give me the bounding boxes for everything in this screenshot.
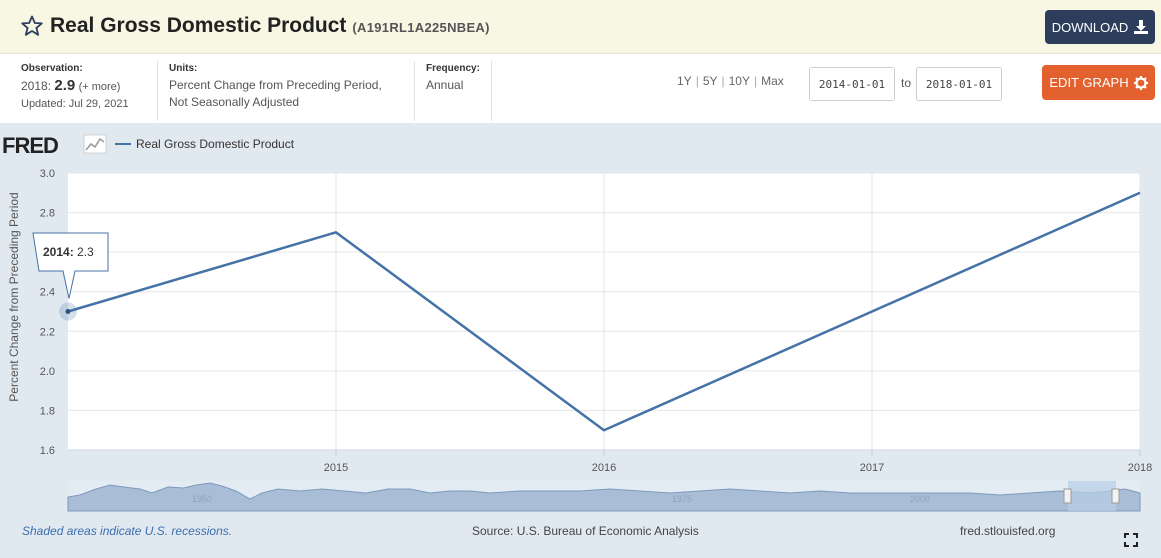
tooltip-value: 2.3	[77, 245, 94, 259]
fred-logo-mark	[83, 134, 107, 154]
data-point[interactable]	[601, 427, 607, 433]
tooltip-box	[32, 232, 109, 299]
divider	[157, 61, 158, 121]
series-title: Real Gross Domestic Product	[50, 14, 347, 37]
x-tick-label: 2015	[324, 462, 348, 474]
frequency-value: Annual	[426, 78, 464, 92]
range-1y[interactable]: 1Y	[677, 74, 692, 88]
x-axis-ticks: 2015 2016 2017 2018	[68, 449, 1152, 474]
data-point[interactable]	[333, 229, 339, 235]
grid-lines	[68, 172, 1141, 451]
navigator-label-1950: 1950	[192, 494, 212, 504]
tooltip: 2014: 2.3	[32, 232, 109, 299]
download-icon	[1134, 20, 1149, 34]
y-axis-ticks: 1.61.82.02.22.42.62.83.0	[40, 168, 55, 457]
recession-note: Shaded areas indicate U.S. recessions.	[22, 524, 233, 538]
frequency-block: Frequency: Annual	[426, 63, 480, 94]
to-label: to	[901, 76, 912, 90]
x-tick-label: 2017	[860, 462, 884, 474]
divider	[414, 61, 415, 121]
frequency-label: Frequency:	[426, 63, 480, 74]
range-5y[interactable]: 5Y	[702, 74, 718, 88]
chart-area: FRED Real Gross Domestic Product 1.6 1.8 2…	[0, 123, 1161, 558]
observation-value: 2.9	[54, 77, 76, 94]
units-line-2: Not Seasonally Adjusted	[169, 95, 300, 109]
edit-graph-button[interactable]: EDIT GRAPH	[1042, 65, 1155, 100]
edit-graph-label: EDIT GRAPH	[1049, 75, 1129, 90]
download-label: DOWNLOAD	[1051, 19, 1129, 35]
units-block: Units: Percent Change from Preceding Per…	[169, 63, 382, 111]
fullscreen-icon[interactable]	[1124, 533, 1138, 547]
star-outline-icon[interactable]	[20, 14, 44, 38]
data-point[interactable]	[1137, 190, 1143, 196]
fred-logo: FRED	[2, 133, 58, 158]
units-line-1: Percent Change from Preceding Period,	[169, 78, 382, 92]
series-id: (A191RL1A225NBEA)	[352, 20, 490, 35]
updated-date: Updated: Jul 29, 2021	[21, 98, 129, 110]
y-tick-label: 1.6	[40, 445, 55, 457]
navigator-selection[interactable]	[1068, 481, 1116, 511]
divider	[491, 61, 492, 121]
navigator-label-1975: 1975	[672, 494, 692, 504]
navigator-handle-right[interactable]	[1111, 488, 1120, 504]
start-date-input[interactable]: 2014-01-01	[809, 67, 895, 101]
series-line-real-gdp[interactable]	[67, 191, 1141, 432]
observation-year: 2018:	[21, 79, 52, 93]
x-tick-label: 2016	[592, 462, 616, 474]
page-title: Real Gross Domestic Product (A191RL1A225N…	[50, 14, 490, 38]
x-tick-label: 2018	[1128, 462, 1152, 474]
observation-more-link[interactable]: (+ more)	[78, 81, 121, 93]
observation-block: Observation: 2018: 2.9 (+ more) Updated:…	[21, 63, 129, 113]
y-tick-label: 1.8	[40, 405, 55, 417]
units-label: Units:	[169, 63, 198, 74]
gear-icon	[1133, 75, 1148, 90]
navigator-series-area	[67, 482, 1141, 512]
tooltip-year: 2014:	[43, 245, 74, 259]
source-text: Source: U.S. Bureau of Economic Analysis	[472, 524, 699, 538]
line-chart[interactable]: FRED Real Gross Domestic Product 1.6 1.8 2…	[0, 123, 1161, 518]
y-axis-label: Percent Change from Preceding Period	[7, 192, 21, 401]
tooltip-text: 2014: 2.3	[43, 245, 94, 259]
range-selector: 1Y | 5Y | 10Y | Max	[677, 74, 784, 88]
end-date-input[interactable]: 2018-01-01	[916, 67, 1002, 101]
site-url[interactable]: fred.stlouisfed.org	[960, 524, 1056, 538]
range-10y[interactable]: 10Y	[728, 74, 750, 88]
observation-label: Observation:	[21, 63, 83, 74]
data-points	[59, 190, 1143, 433]
range-max[interactable]: Max	[761, 74, 784, 88]
y-tick-label: 2.4	[40, 287, 55, 299]
download-button[interactable]: DOWNLOAD	[1045, 10, 1155, 44]
legend-label: Real Gross Domestic Product	[136, 137, 295, 151]
navigator-handle-left[interactable]	[1063, 488, 1072, 504]
y-tick-label: 2.0	[40, 366, 55, 378]
data-point[interactable]	[65, 309, 71, 314]
series-meta: Observation: 2018: 2.9 (+ more) Updated:…	[0, 55, 1161, 123]
range-navigator[interactable]: 1950 1975 2000	[67, 481, 1141, 512]
y-tick-label: 2.8	[40, 208, 55, 220]
data-point[interactable]	[869, 309, 875, 315]
header-bar: Real Gross Domestic Product (A191RL1A225N…	[0, 0, 1161, 54]
navigator-label-2000: 2000	[910, 494, 930, 504]
y-tick-label: 3.0	[40, 168, 55, 180]
y-tick-label: 2.2	[40, 326, 55, 338]
